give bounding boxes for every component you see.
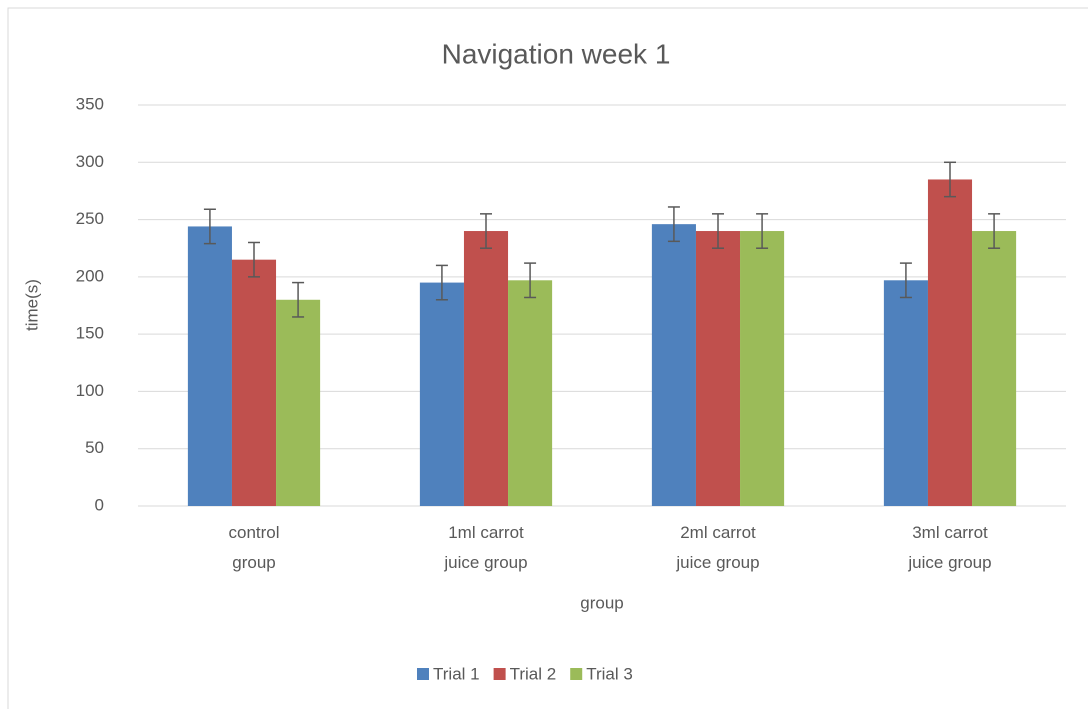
bar [508, 280, 553, 506]
legend-label: Trial 2 [510, 664, 557, 683]
bar [740, 231, 785, 506]
x-tick-label: 3ml carrot juice group [907, 523, 991, 572]
legend-label: Trial 1 [433, 664, 480, 683]
legend-swatch [493, 668, 506, 680]
error-bar [944, 161, 956, 198]
y-tick-label: 250 [76, 209, 104, 228]
chart-title: Navigation week 1 [442, 38, 671, 69]
error-bar [480, 213, 492, 249]
y-tick-label: 50 [85, 438, 104, 457]
y-axis-label: time(s) [22, 279, 41, 331]
bar [883, 280, 928, 506]
bar [927, 179, 973, 506]
x-tick-label: 1ml carrot juice group [443, 523, 527, 572]
x-tick-label: 2ml carrot juice group [675, 523, 759, 572]
bar [276, 299, 321, 506]
error-bar [435, 264, 448, 301]
y-tick-label: 0 [95, 495, 104, 514]
y-tick-label: 350 [76, 94, 104, 113]
bar [419, 282, 464, 506]
error-bar [899, 262, 912, 299]
x-tick-label: control group [228, 523, 279, 572]
error-bar [524, 262, 537, 299]
error-bar [667, 206, 680, 243]
bar [187, 226, 232, 506]
y-tick-label: 300 [76, 152, 104, 171]
legend-label: Trial 3 [586, 664, 633, 683]
bar [695, 231, 741, 506]
y-tick-label: 150 [76, 324, 104, 343]
legend-swatch [417, 668, 429, 680]
bar [231, 259, 277, 506]
y-tick-label: 200 [76, 266, 104, 285]
error-bar [756, 213, 769, 249]
error-bar [712, 213, 724, 249]
bar [972, 231, 1017, 506]
bar [463, 231, 509, 506]
error-bar [203, 208, 216, 245]
error-bar [248, 241, 260, 278]
bar [651, 224, 696, 506]
error-bar [988, 213, 1001, 249]
error-bar [292, 281, 305, 318]
legend-swatch [570, 668, 583, 680]
x-axis-label: group [580, 593, 623, 612]
y-tick-label: 100 [76, 381, 104, 400]
